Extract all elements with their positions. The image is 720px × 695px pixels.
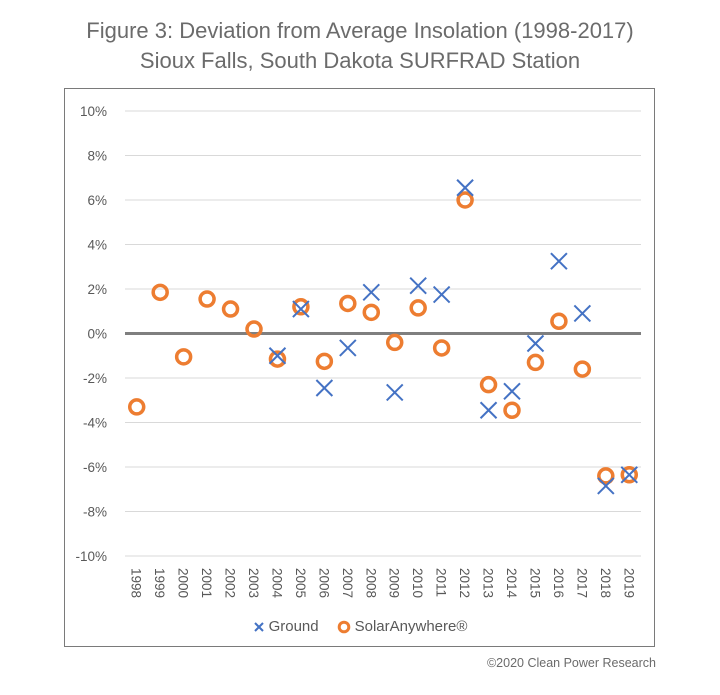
data-point-solaranywhere — [174, 348, 193, 366]
data-point-solaranywhere — [479, 375, 498, 394]
data-point-ground — [268, 347, 287, 365]
data-point-ground — [597, 477, 615, 495]
x-tick-label: 2007 — [340, 568, 355, 598]
data-point-solaranywhere — [385, 333, 404, 352]
data-point-solaranywhere — [526, 353, 545, 372]
data-point-solaranywhere — [292, 298, 310, 316]
circle-marker-icon — [337, 620, 350, 634]
x-tick-label: 1998 — [129, 568, 144, 598]
chart-frame — [64, 88, 655, 647]
x-tick-label: 2014 — [504, 568, 519, 599]
copyright-credit: ©2020 Clean Power Research — [486, 656, 656, 670]
x-tick-label: 2005 — [293, 568, 308, 598]
x-tick-label: 2010 — [410, 568, 425, 598]
legend: Ground SolarAnywhere® — [0, 617, 720, 637]
y-tick-label: 0% — [87, 327, 107, 342]
y-tick-label: 6% — [87, 193, 107, 208]
data-point-ground — [620, 466, 638, 484]
data-point-ground — [573, 304, 592, 323]
chart-title: Figure 3: Deviation from Average Insolat… — [86, 18, 634, 43]
legend-label-ground: Ground — [268, 618, 319, 635]
data-point-ground — [315, 379, 334, 397]
x-tick-label: 2011 — [434, 568, 449, 597]
data-point-ground — [339, 339, 357, 357]
data-point-ground — [456, 179, 474, 197]
data-point-solaranywhere — [315, 352, 334, 371]
data-point-ground — [479, 401, 498, 419]
x-tick-label: 2001 — [199, 568, 214, 598]
x-tick-label: 2006 — [316, 568, 331, 598]
data-point-ground — [526, 334, 545, 353]
y-tick-label: 2% — [87, 282, 107, 297]
data-point-ground — [386, 383, 404, 402]
legend-item-solaranywhere: SolarAnywhere® — [337, 617, 468, 637]
data-point-solaranywhere — [620, 466, 639, 484]
data-point-solaranywhere — [456, 191, 474, 209]
x-tick-label: 1999 — [152, 568, 167, 598]
legend-label-solaranywhere: SolarAnywhere® — [354, 618, 468, 635]
y-tick-label: -4% — [83, 416, 107, 431]
data-point-solaranywhere — [151, 283, 169, 302]
data-point-solaranywhere — [503, 401, 521, 420]
x-tick-label: 2018 — [598, 568, 613, 598]
x-tick-label: 2012 — [457, 568, 472, 598]
x-marker-icon — [253, 622, 264, 632]
y-tick-label: -2% — [83, 371, 107, 386]
y-tick-label: 4% — [87, 238, 107, 253]
x-tick-label: 2004 — [269, 568, 284, 599]
y-tick-label: -6% — [83, 460, 107, 475]
x-tick-label: 2008 — [363, 568, 378, 598]
data-point-solaranywhere — [221, 300, 240, 318]
x-tick-label: 2019 — [621, 568, 636, 598]
x-tick-label: 2009 — [387, 568, 402, 598]
data-point-ground — [362, 283, 380, 302]
y-tick-label: -10% — [75, 549, 107, 564]
data-point-solaranywhere — [432, 339, 451, 357]
x-tick-label: 2016 — [551, 568, 566, 598]
x-tick-label: 2002 — [223, 568, 238, 598]
data-point-ground — [292, 300, 310, 318]
data-point-ground — [550, 252, 568, 270]
x-axis-tick-labels: 1998 1999 2000 2001 2002 2003 2004 2005 2006 2007… — [129, 568, 637, 599]
series-solaranywhere — [127, 191, 639, 485]
data-point-solaranywhere — [550, 312, 568, 331]
data-point-ground — [409, 276, 427, 295]
data-point-solaranywhere — [339, 294, 357, 313]
data-point-ground — [503, 382, 521, 401]
x-tick-label: 2003 — [246, 568, 261, 598]
x-tick-label: 2015 — [527, 568, 542, 598]
chart-subtitle: Sioux Falls, South Dakota SURFRAD Statio… — [139, 48, 581, 73]
x-tick-label: 2000 — [176, 568, 191, 598]
data-point-solaranywhere — [127, 398, 146, 416]
data-point-solaranywhere — [597, 467, 615, 485]
legend-item-ground: Ground — [253, 617, 319, 637]
y-axis-tick-labels: 10% 8% 6% 4% 2% 0% -2% -4% -6% -8% -10% — [75, 104, 107, 564]
series-ground — [268, 179, 638, 495]
data-point-solaranywhere — [573, 360, 592, 378]
y-tick-label: 8% — [87, 149, 107, 164]
data-point-ground — [432, 285, 451, 304]
x-tick-label: 2017 — [574, 568, 589, 598]
data-point-solaranywhere — [362, 303, 381, 322]
y-tick-label: 10% — [80, 104, 107, 119]
data-point-solaranywhere — [198, 290, 216, 308]
y-tick-label: -8% — [83, 505, 107, 520]
data-point-solaranywhere — [409, 299, 427, 317]
data-point-solaranywhere — [268, 350, 287, 368]
gridlines — [125, 110, 641, 557]
x-tick-label: 2013 — [481, 568, 496, 598]
data-point-solaranywhere — [245, 320, 263, 338]
